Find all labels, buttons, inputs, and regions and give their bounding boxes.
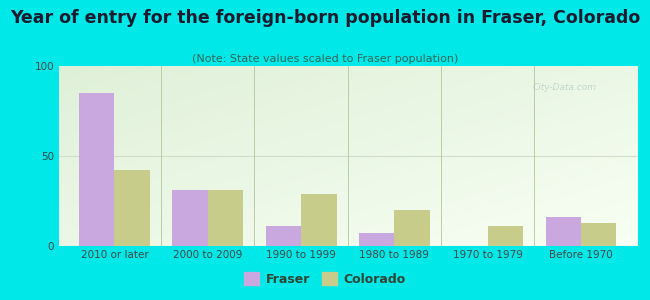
Bar: [172, 190, 208, 246]
Bar: [581, 223, 616, 246]
Bar: [488, 226, 523, 246]
Bar: [79, 93, 114, 246]
Bar: [208, 190, 243, 246]
Text: City-Data.com: City-Data.com: [533, 83, 597, 92]
Bar: [545, 217, 581, 246]
Bar: [114, 170, 150, 246]
Bar: [266, 226, 301, 246]
Text: Year of entry for the foreign-born population in Fraser, Colorado: Year of entry for the foreign-born popul…: [10, 9, 640, 27]
Bar: [359, 233, 395, 246]
Legend: Fraser, Colorado: Fraser, Colorado: [239, 267, 411, 291]
Text: (Note: State values scaled to Fraser population): (Note: State values scaled to Fraser pop…: [192, 54, 458, 64]
Bar: [395, 210, 430, 246]
Bar: [301, 194, 337, 246]
